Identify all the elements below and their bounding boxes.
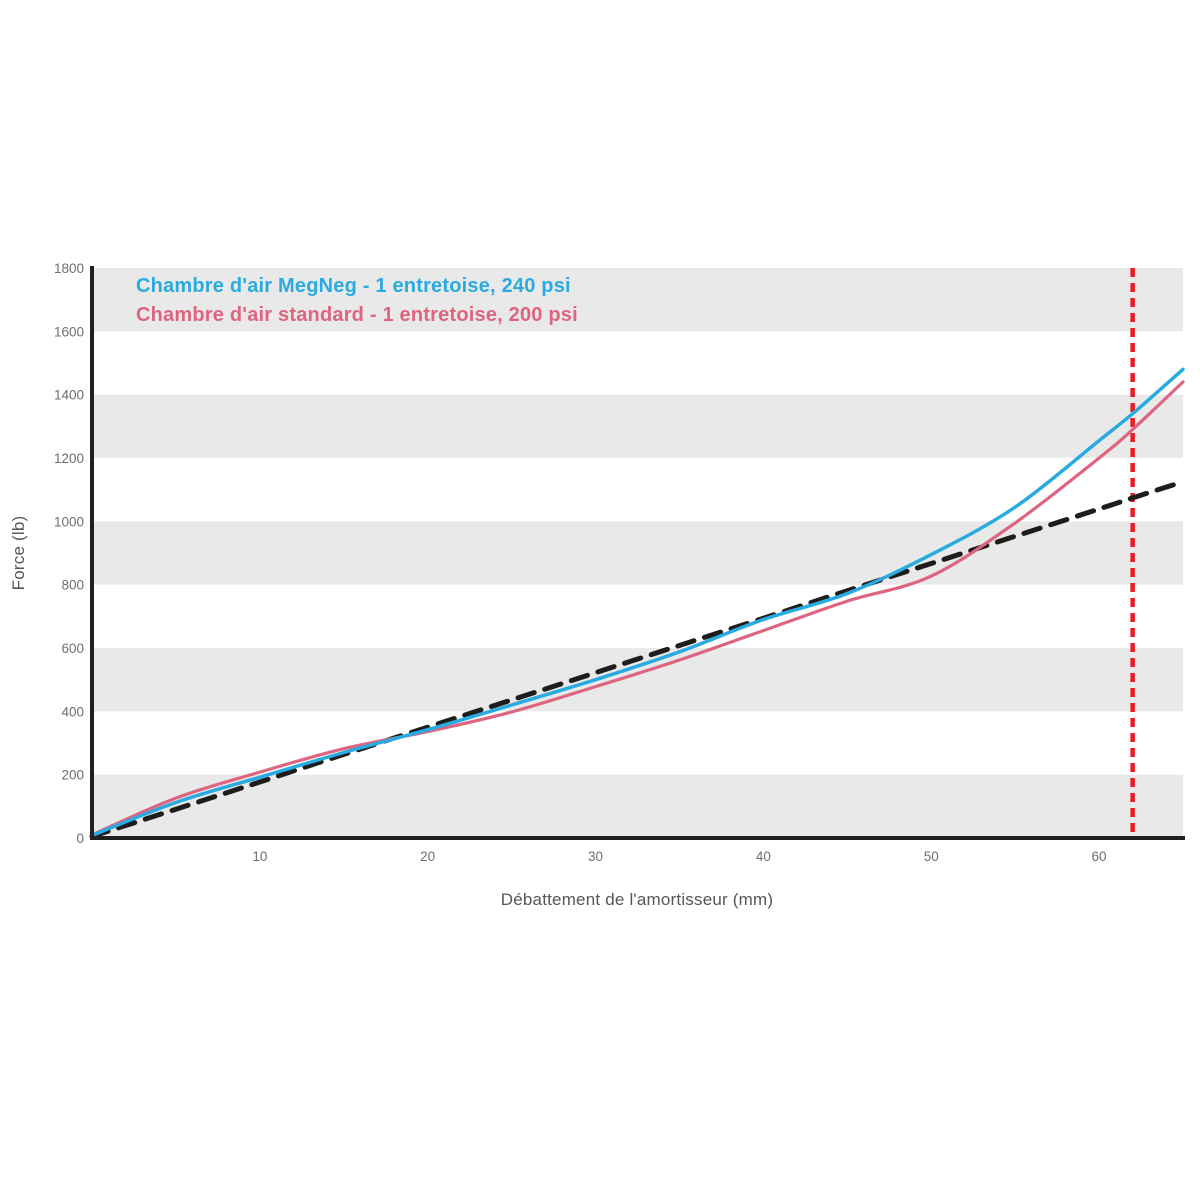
y-tick-label: 1600 bbox=[54, 324, 84, 339]
x-tick-label: 50 bbox=[924, 849, 939, 864]
y-tick-label: 1400 bbox=[54, 388, 84, 403]
y-axis-title: Force (lb) bbox=[9, 516, 28, 591]
x-tick-label: 60 bbox=[1092, 849, 1107, 864]
x-axis-tick-labels: 10 20 30 40 50 60 bbox=[252, 849, 1106, 864]
legend-entry-megneg: Chambre d'air MegNeg - 1 entretoise, 240… bbox=[136, 275, 571, 297]
linear-reference-line bbox=[89, 479, 1186, 839]
x-tick-label: 30 bbox=[588, 849, 603, 864]
series-lines bbox=[89, 268, 1186, 839]
y-tick-label: 0 bbox=[76, 831, 84, 846]
grid-band bbox=[92, 521, 1183, 585]
grid-band bbox=[92, 774, 1183, 838]
y-tick-label: 1000 bbox=[54, 514, 84, 529]
y-tick-label: 800 bbox=[61, 578, 84, 593]
y-tick-label: 600 bbox=[61, 641, 84, 656]
megneg-air-can-line bbox=[90, 367, 1185, 838]
y-tick-label: 200 bbox=[61, 768, 84, 783]
x-tick-label: 10 bbox=[252, 849, 267, 864]
grid-bands bbox=[92, 268, 1183, 838]
x-tick-label: 40 bbox=[756, 849, 771, 864]
y-tick-label: 1800 bbox=[54, 261, 84, 276]
legend-entry-standard: Chambre d'air standard - 1 entretoise, 2… bbox=[136, 304, 578, 326]
y-tick-label: 400 bbox=[61, 704, 84, 719]
x-axis-title: Débattement de l'amortisseur (mm) bbox=[501, 890, 773, 909]
standard-air-can-line bbox=[90, 380, 1185, 837]
legend: Chambre d'air MegNeg - 1 entretoise, 240… bbox=[136, 275, 578, 326]
x-tick-label: 20 bbox=[420, 849, 435, 864]
y-axis-tick-labels: 0 200 400 600 800 1000 1200 1400 1600 1800 bbox=[54, 261, 84, 846]
grid-band bbox=[92, 268, 1183, 332]
y-tick-label: 1200 bbox=[54, 451, 84, 466]
grid-band bbox=[92, 394, 1183, 458]
